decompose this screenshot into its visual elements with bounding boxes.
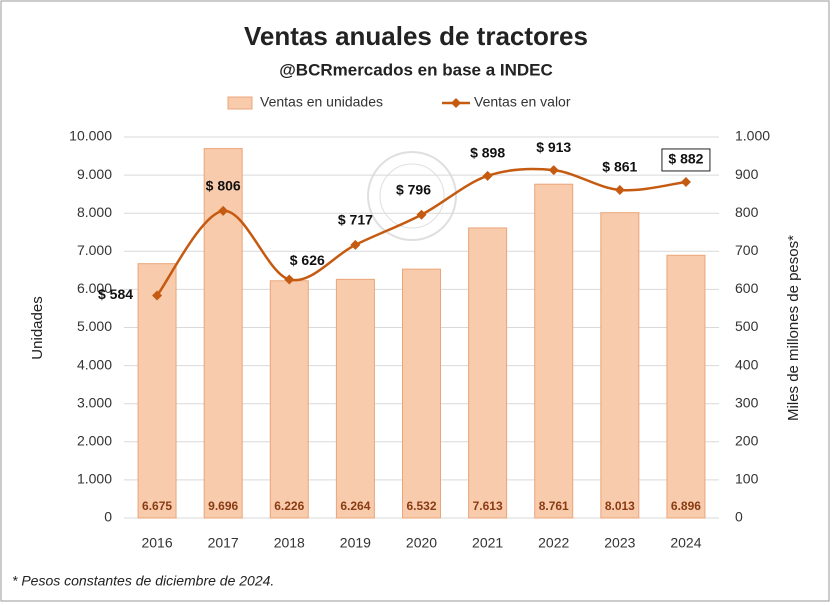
- chart-subtitle: @BCRmercados en base a INDEC: [279, 60, 553, 79]
- bar: [600, 212, 640, 519]
- bar-value-label: 6.226: [274, 499, 304, 513]
- bar-value-label: 8.013: [605, 499, 635, 513]
- y-tick-label: 5.000: [77, 318, 112, 334]
- x-tick-label: 2022: [538, 535, 569, 551]
- y2-tick-label: 700: [735, 242, 759, 258]
- y-tick-label: 7.000: [77, 242, 112, 258]
- legend-swatch: [227, 96, 253, 110]
- y-tick-label: 3.000: [77, 394, 112, 410]
- line-value-label: $ 717: [338, 212, 373, 228]
- line-marker: [350, 239, 361, 250]
- y-tick-label: 2.000: [77, 433, 112, 449]
- bar-value-label: 6.532: [406, 499, 436, 513]
- line-value-label: $ 861: [602, 159, 637, 175]
- y2-tick-label: 500: [735, 318, 759, 334]
- value-line: [156, 167, 687, 297]
- line-marker: [416, 209, 427, 220]
- y-tick-label: 4.000: [77, 356, 112, 372]
- line-value-label: $ 913: [536, 139, 571, 155]
- watermark: [367, 151, 457, 241]
- bar: [203, 148, 243, 519]
- bar: [402, 268, 441, 519]
- y2-tick-label: 100: [735, 471, 759, 487]
- y-axis-label: Unidades: [29, 296, 46, 359]
- y2-tick-label: 600: [735, 280, 759, 296]
- y2-axis-label: Miles de millones de pesos*: [785, 235, 802, 421]
- x-tick-label: 2023: [604, 535, 635, 551]
- bar-value-label: 8.761: [539, 499, 569, 513]
- legend-label: Ventas en unidades: [260, 94, 383, 110]
- footnote: * Pesos constantes de diciembre de 2024.: [12, 573, 274, 589]
- bar: [335, 278, 375, 519]
- label-box: [661, 148, 711, 172]
- y-tick-label: 9.000: [77, 166, 112, 182]
- line-value-label: $ 584: [98, 286, 133, 302]
- bar-value-label: 7.613: [473, 499, 503, 513]
- line-marker: [218, 205, 229, 216]
- chart-title: Ventas anuales de tractores: [244, 21, 588, 51]
- bar: [666, 254, 706, 519]
- x-tick-label: 2021: [472, 535, 503, 551]
- line-marker: [152, 290, 163, 301]
- x-tick-label: 2017: [208, 535, 239, 551]
- y2-tick-label: 900: [735, 166, 759, 182]
- bar: [269, 280, 309, 519]
- bar: [468, 227, 508, 519]
- line-value-label: $ 796: [396, 181, 431, 197]
- x-tick-label: 2019: [340, 535, 371, 551]
- line-marker: [548, 165, 559, 176]
- bar: [534, 183, 574, 519]
- y2-tick-label: 1.000: [735, 128, 770, 144]
- x-tick-label: 2020: [406, 535, 437, 551]
- line-value-label: $ 806: [206, 178, 241, 194]
- line-marker: [284, 274, 295, 285]
- x-tick-label: 2018: [274, 535, 305, 551]
- line-marker: [482, 170, 493, 181]
- y2-tick-label: 200: [735, 433, 759, 449]
- legend-marker: [451, 98, 461, 108]
- y-tick-label: 8.000: [77, 204, 112, 220]
- y2-tick-label: 400: [735, 356, 759, 372]
- legend-label: Ventas en valor: [474, 94, 571, 110]
- y-tick-label: 0: [104, 509, 112, 525]
- line-value-label: $ 882: [668, 151, 703, 167]
- y2-tick-label: 300: [735, 394, 759, 410]
- bar-value-label: 9.696: [208, 499, 238, 513]
- x-tick-label: 2016: [141, 535, 172, 551]
- line-marker: [680, 176, 691, 187]
- line-value-label: $ 898: [470, 145, 505, 161]
- y-tick-label: 6.000: [77, 280, 112, 296]
- y2-tick-label: 0: [735, 509, 743, 525]
- y2-tick-label: 800: [735, 204, 759, 220]
- bar: [137, 263, 177, 519]
- y-tick-label: 1.000: [77, 471, 112, 487]
- line-marker: [614, 184, 625, 195]
- y-tick-label: 10.000: [69, 128, 112, 144]
- line-value-label: $ 626: [290, 252, 325, 268]
- x-tick-label: 2024: [670, 535, 701, 551]
- bar-value-label: 6.896: [671, 499, 701, 513]
- bar-value-label: 6.264: [340, 499, 370, 513]
- bar-value-label: 6.675: [142, 499, 172, 513]
